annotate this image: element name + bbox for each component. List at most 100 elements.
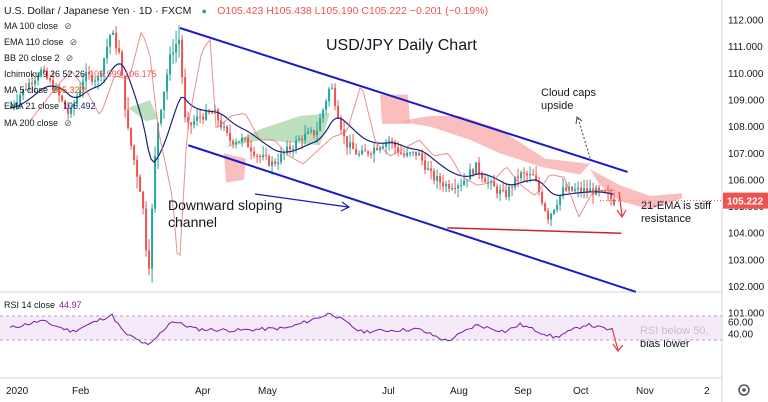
ichimoku-cloud-segment (224, 153, 246, 183)
candle-body (61, 95, 64, 101)
candle-body (55, 87, 58, 91)
candle-body (370, 153, 373, 155)
symbol-title[interactable]: U.S. Dollar / Japanese Yen · 1D · FXCM (4, 5, 192, 17)
candle-body (22, 89, 25, 96)
candle-body (112, 32, 115, 35)
candle-body (46, 70, 49, 79)
time-tick-label: 2 (704, 386, 710, 397)
candle-body (238, 141, 241, 143)
eye-hidden-icon[interactable]: ⊘ (69, 37, 78, 47)
candle-body (382, 146, 385, 149)
candle-body (85, 71, 88, 82)
candle-body (304, 133, 307, 141)
eye-hidden-icon[interactable]: ⊘ (64, 21, 72, 31)
candle-body (202, 116, 205, 120)
candle-body (454, 188, 457, 190)
candle-body (553, 209, 556, 214)
time-tick-label: Aug (450, 386, 468, 397)
chart-header: U.S. Dollar / Japanese Yen · 1D · FXCM ●… (4, 5, 488, 17)
price-tick-label: 112.000 (728, 16, 764, 27)
candle-body (88, 71, 91, 75)
candle-body (610, 193, 613, 200)
candle-body (424, 160, 427, 170)
candle-body (376, 147, 379, 151)
annotation-cloud-l1: Cloud caps (541, 87, 597, 99)
candle-body (13, 104, 16, 107)
price-tick-label: 102.000 (728, 282, 765, 293)
ema21-line (9, 63, 614, 197)
bias-arrow-price (618, 191, 623, 217)
candle-body (511, 186, 514, 188)
candle-body (373, 147, 376, 154)
channel-upper-line (179, 27, 628, 173)
indicator-ma100[interactable]: MA 100 close ⊘ (4, 21, 74, 32)
annotation-ema-l2: resistance (641, 213, 691, 225)
eye-hidden-icon[interactable]: ⊘ (65, 53, 74, 63)
candle-body (31, 82, 34, 85)
indicator-ma5[interactable]: MA 5 close 105.320 (4, 85, 85, 95)
settings-gear-icon[interactable] (738, 384, 750, 396)
candle-body (232, 140, 235, 144)
rsi-label[interactable]: RSI 14 close 44.97 (4, 300, 82, 310)
candle-body (577, 187, 580, 190)
price-tick-label: 110.000 (728, 69, 764, 80)
candle-body (361, 150, 364, 155)
candle-body (517, 176, 520, 179)
candle-body (241, 137, 244, 142)
ichimoku-cloud-segment (398, 115, 590, 175)
candle-body (244, 137, 247, 139)
candle-body (349, 142, 352, 148)
time-tick-label: Oct (573, 386, 589, 397)
candle-body (526, 173, 529, 176)
candle-body (130, 128, 133, 146)
candle-body (385, 142, 388, 147)
indicator-ema110[interactable]: EMA 110 close ⊘ (4, 37, 79, 48)
candle-body (163, 91, 166, 110)
candle-body (283, 152, 286, 154)
candle-body (289, 146, 292, 150)
candle-body (493, 181, 496, 187)
candle-body (115, 32, 118, 49)
candle-body (379, 148, 382, 151)
candle-body (325, 101, 328, 110)
candle-body (43, 69, 46, 71)
candle-body (514, 176, 517, 188)
candle-body (226, 126, 229, 133)
candle-body (403, 153, 406, 156)
candle-body (334, 87, 337, 107)
candle-body (67, 107, 70, 114)
candle-body (481, 173, 484, 179)
price-tick-label: 109.000 (728, 95, 765, 106)
candle-body (496, 186, 499, 194)
eye-hidden-icon[interactable]: ⊘ (64, 118, 72, 128)
indicator-ma200[interactable]: MA 200 close ⊘ (4, 118, 74, 129)
candle-body (421, 153, 424, 161)
candle-body (571, 186, 574, 191)
candle-body (367, 151, 370, 154)
candle-body (19, 95, 22, 103)
indicator-ichimoku[interactable]: Ichimoku 9 26 52 26 105.999 106.175 (4, 69, 157, 79)
candle-body (541, 191, 544, 204)
candle-body (322, 109, 325, 119)
candle-body (166, 74, 169, 92)
candle-body (139, 176, 142, 192)
candle-body (10, 106, 13, 108)
candle-body (583, 188, 586, 192)
candle-body (457, 185, 460, 189)
candle-body (16, 102, 19, 105)
time-tick-label: Sep (514, 386, 532, 397)
candle-body (565, 187, 568, 191)
candle-body (505, 190, 508, 198)
bias-arrow-rsi (611, 327, 619, 351)
indicator-bb20[interactable]: BB 20 close 2 ⊘ (4, 53, 76, 64)
price-tick-label: 108.000 (728, 122, 765, 133)
candle-body (388, 140, 391, 143)
candle-body (400, 152, 403, 154)
price-tick-label: 104.000 (728, 229, 765, 240)
annotation-rsi-l2: bias lower (640, 338, 690, 350)
candle-body (268, 156, 271, 166)
candle-body (316, 130, 319, 136)
candle-body (346, 136, 349, 148)
candle-body (352, 142, 355, 150)
indicator-ema21[interactable]: EMA 21 close 105.492 (4, 101, 96, 111)
